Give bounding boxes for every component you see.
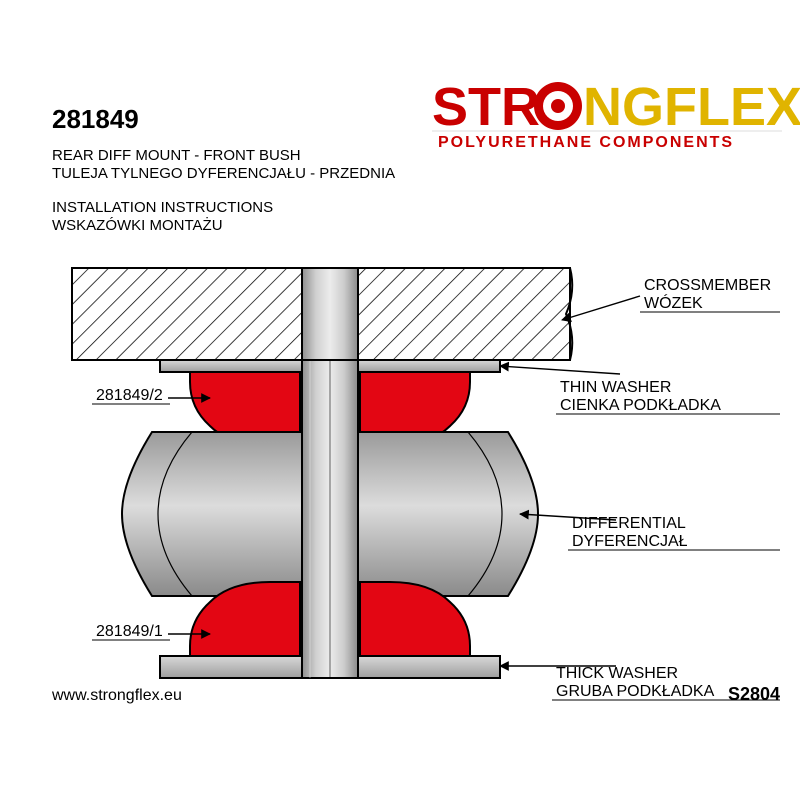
label-thinwasher-pl: CIENKA PODKŁADKA (560, 397, 721, 414)
svg-text:THICK WASHER: THICK WASHER (556, 665, 678, 682)
label-thickwasher-pl: GRUBA PODKŁADKA (556, 683, 715, 700)
diagram-canvas: STR NGFLEX POLYURETHANE COMPONENTS 28184… (0, 0, 800, 800)
instr-pl: WSKAZÓWKI MONTAŻU (52, 216, 223, 234)
label-crossmember-pl: WÓZEK (644, 293, 703, 312)
svg-text:CIENKA PODKŁADKA: CIENKA PODKŁADKA (560, 397, 721, 414)
footer-code: S2804 (728, 684, 780, 704)
header-block: 281849 REAR DIFF MOUNT - FRONT BUSH TULE… (52, 104, 395, 234)
svg-text:DIFFERENTIAL: DIFFERENTIAL (572, 515, 686, 532)
label-diff-pl: DYFERENCJAŁ (572, 533, 688, 550)
svg-text:NGFLEX: NGFLEX (583, 77, 800, 137)
svg-text:WÓZEK: WÓZEK (644, 293, 703, 312)
cross-section (72, 268, 572, 678)
svg-text:STR: STR (432, 77, 540, 137)
label-thinwasher-en: THIN WASHER (560, 379, 671, 396)
label-crossmember-en: CROSSMEMBER (644, 277, 771, 294)
logo-strong: STR (432, 77, 540, 137)
label-part-top: 281849/2 (96, 387, 163, 404)
svg-text:281849/2: 281849/2 (96, 387, 163, 404)
svg-text:GRUBA PODKŁADKA: GRUBA PODKŁADKA (556, 683, 715, 700)
instr-en: INSTALLATION INSTRUCTIONS (52, 199, 273, 216)
inner-sleeve (302, 360, 358, 678)
part-number: 281849 (52, 104, 139, 134)
logo-subtitle: POLYURETHANE COMPONENTS (438, 134, 734, 151)
svg-text:CROSSMEMBER: CROSSMEMBER (644, 277, 771, 294)
label-part-bottom: 281849/1 (96, 623, 163, 640)
brand-logo: STR NGFLEX POLYURETHANE COMPONENTS (432, 77, 800, 151)
label-thickwasher-en: THICK WASHER (556, 665, 678, 682)
svg-text:DYFERENCJAŁ: DYFERENCJAŁ (572, 533, 688, 550)
svg-text:281849/1: 281849/1 (96, 623, 163, 640)
footer-url: www.strongflex.eu (51, 687, 182, 704)
title-en: REAR DIFF MOUNT - FRONT BUSH (52, 147, 301, 164)
label-diff-en: DIFFERENTIAL (572, 515, 686, 532)
logo-flex: NGFLEX (583, 77, 800, 137)
svg-text:THIN WASHER: THIN WASHER (560, 379, 671, 396)
logo-o-icon (534, 82, 582, 130)
title-pl: TULEJA TYLNEGO DYFERENCJAŁU - PRZEDNIA (52, 165, 395, 182)
